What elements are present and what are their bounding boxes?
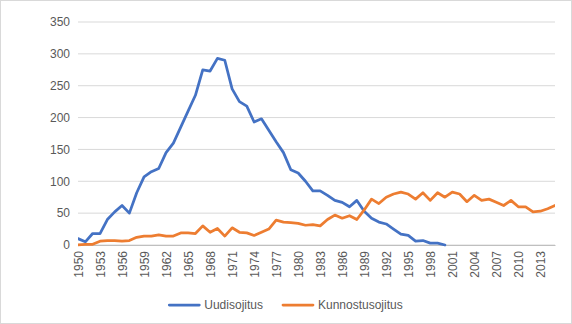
y-tick: 50 bbox=[57, 206, 78, 220]
legend-label: Kunnostusojitus bbox=[318, 298, 403, 312]
x-tick-label: 1983 bbox=[314, 251, 328, 278]
y-tick-label: 200 bbox=[50, 111, 70, 125]
grid-line bbox=[78, 85, 555, 86]
x-tick: 1971 bbox=[226, 245, 240, 278]
y-tick-label: 0 bbox=[63, 238, 70, 252]
series-line bbox=[78, 192, 555, 245]
y-tick-label: 300 bbox=[50, 47, 70, 61]
x-tick-label: 1962 bbox=[160, 251, 174, 278]
plot-area: 0 50 100 150 200 250 300 350 1950 1953 1956 1959 196… bbox=[50, 15, 556, 277]
grid-line bbox=[78, 117, 555, 118]
x-tick-label: 1971 bbox=[226, 251, 240, 278]
grid-line bbox=[78, 53, 555, 54]
x-tick: 2007 bbox=[490, 245, 504, 278]
x-tick: 1992 bbox=[380, 245, 394, 278]
x-tick: 1959 bbox=[138, 245, 152, 278]
x-tick: 1983 bbox=[314, 245, 328, 278]
y-tick: 150 bbox=[50, 143, 78, 157]
y-axis-line bbox=[78, 23, 79, 246]
x-tick: 1980 bbox=[292, 245, 306, 278]
x-tick: 1968 bbox=[204, 245, 218, 278]
x-tick: 1977 bbox=[270, 245, 284, 278]
x-tick: 1995 bbox=[402, 245, 416, 278]
y-tick-label: 250 bbox=[50, 79, 70, 93]
x-tick-label: 1974 bbox=[248, 251, 262, 278]
x-tick: 2010 bbox=[512, 245, 526, 278]
y-tick-label: 350 bbox=[50, 15, 70, 29]
y-tick: 350 bbox=[50, 15, 78, 29]
chart-border bbox=[1, 1, 572, 324]
series-group bbox=[78, 58, 555, 245]
x-tick-label: 2004 bbox=[468, 251, 482, 278]
chart: 0 50 100 150 200 250 300 350 1950 1953 1956 1959 196… bbox=[0, 0, 572, 324]
x-tick-label: 1980 bbox=[292, 251, 306, 278]
x-tick-label: 1959 bbox=[138, 251, 152, 278]
x-tick-label: 2007 bbox=[490, 251, 504, 278]
x-tick-label: 2010 bbox=[512, 251, 526, 278]
x-axis-line bbox=[79, 245, 556, 246]
x-tick: 2004 bbox=[468, 245, 482, 278]
x-tick-label: 1965 bbox=[182, 251, 196, 278]
x-tick: 1962 bbox=[160, 245, 174, 278]
y-tick: 250 bbox=[50, 79, 78, 93]
grid-line bbox=[78, 22, 555, 23]
x-tick-label: 2013 bbox=[534, 251, 548, 278]
x-tick: 1974 bbox=[248, 245, 262, 278]
x-tick: 1950 bbox=[72, 245, 86, 278]
x-tick: 1965 bbox=[182, 245, 196, 278]
legend-item: Kunnostusojitus bbox=[283, 298, 403, 312]
legend-swatch bbox=[283, 304, 313, 307]
y-tick: 100 bbox=[50, 175, 78, 189]
x-axis: 1950 1953 1956 1959 1962 1965 1968 1971 1974 1977… bbox=[72, 245, 556, 278]
x-tick-label: 1989 bbox=[358, 251, 372, 278]
grid-line bbox=[78, 213, 555, 214]
y-tick: 200 bbox=[50, 111, 78, 125]
x-tick-label: 1998 bbox=[424, 251, 438, 278]
y-tick-label: 100 bbox=[50, 175, 70, 189]
legend-label: Uudisojitus bbox=[204, 298, 263, 312]
x-tick: 1953 bbox=[94, 245, 108, 278]
y-axis: 0 50 100 150 200 250 300 350 bbox=[50, 15, 79, 252]
grid bbox=[78, 22, 555, 245]
x-tick-label: 1995 bbox=[402, 251, 416, 278]
x-tick: 2013 bbox=[534, 245, 548, 278]
grid-line bbox=[78, 181, 555, 182]
x-tick-label: 2001 bbox=[446, 251, 460, 278]
y-tick: 300 bbox=[50, 47, 78, 61]
grid-line bbox=[78, 149, 555, 150]
x-tick-label: 1950 bbox=[72, 251, 86, 278]
x-tick: 1989 bbox=[358, 245, 372, 278]
x-tick-label: 1977 bbox=[270, 251, 284, 278]
x-tick-label: 1986 bbox=[336, 251, 350, 278]
x-tick: 1998 bbox=[424, 245, 438, 278]
legend-swatch bbox=[169, 304, 199, 307]
x-tick-label: 1992 bbox=[380, 251, 394, 278]
series-line bbox=[78, 58, 445, 245]
legend: Uudisojitus Kunnostusojitus bbox=[169, 298, 402, 312]
x-tick: 1956 bbox=[116, 245, 130, 278]
x-tick-label: 1953 bbox=[94, 251, 108, 278]
y-tick-label: 50 bbox=[57, 206, 71, 220]
x-tick: 1986 bbox=[336, 245, 350, 278]
x-tick: 2001 bbox=[446, 245, 460, 278]
x-tick-label: 1968 bbox=[204, 251, 218, 278]
grid-line bbox=[78, 245, 555, 246]
y-tick-label: 150 bbox=[50, 143, 70, 157]
y-tick: 0 bbox=[63, 238, 78, 252]
legend-item: Uudisojitus bbox=[169, 298, 263, 312]
x-tick-label: 1956 bbox=[116, 251, 130, 278]
